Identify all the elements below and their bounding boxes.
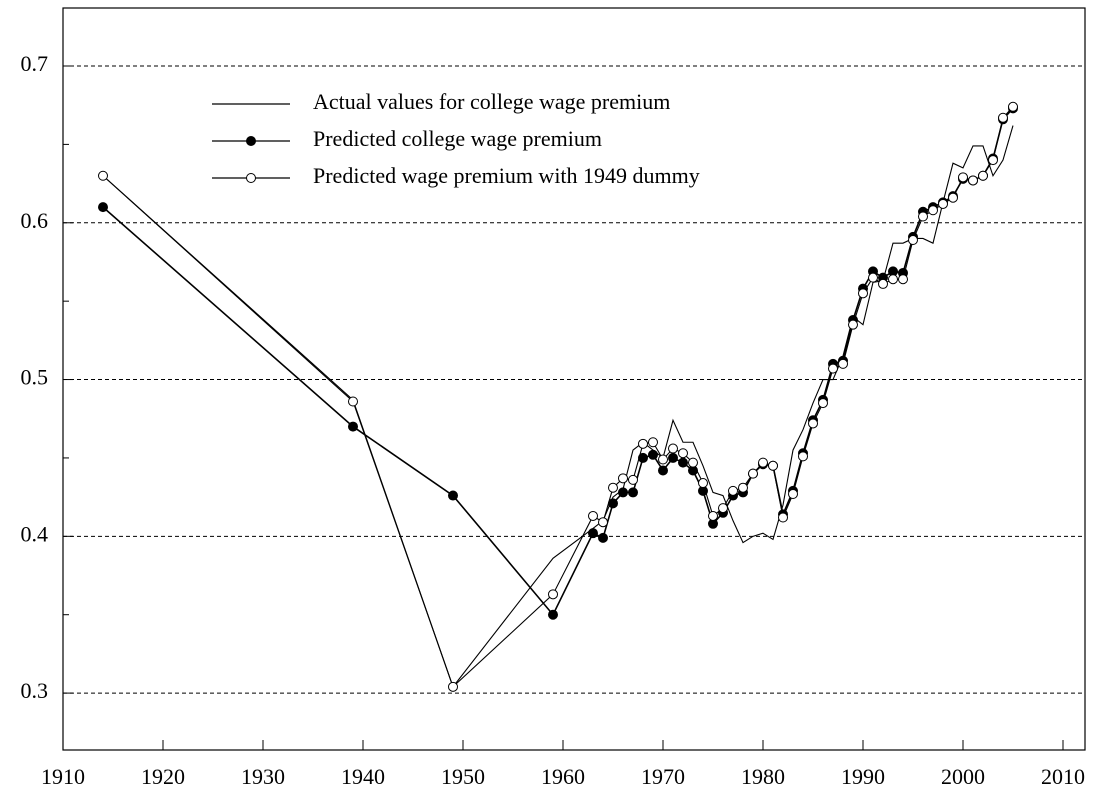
point <box>928 205 938 216</box>
legend-label: Predicted college wage premium <box>313 126 602 151</box>
point <box>798 451 808 462</box>
point <box>828 363 838 374</box>
point <box>588 510 598 521</box>
point <box>918 211 928 222</box>
point <box>808 418 818 429</box>
point <box>848 319 858 330</box>
x-tick-label: 1910 <box>41 764 85 789</box>
point <box>628 487 638 498</box>
point <box>748 468 758 479</box>
point <box>1008 101 1018 112</box>
point <box>638 438 648 449</box>
point <box>708 510 718 521</box>
y-tick-label: 0.3 <box>21 678 49 703</box>
point <box>768 460 778 471</box>
point <box>638 452 648 463</box>
point <box>348 396 358 407</box>
point <box>908 235 918 246</box>
series-line <box>102 106 1014 688</box>
point <box>608 482 618 493</box>
point <box>98 202 108 213</box>
point <box>668 443 678 454</box>
legend-marker <box>246 136 256 146</box>
x-tick-label: 1970 <box>641 764 685 789</box>
x-tick-label: 1960 <box>541 764 585 789</box>
point <box>648 437 658 448</box>
legend-marker <box>246 173 256 183</box>
legend-label: Actual values for college wage premium <box>313 89 670 114</box>
point <box>838 358 848 369</box>
y-tick-label: 0.6 <box>21 208 49 233</box>
point <box>548 609 558 620</box>
point <box>658 454 668 465</box>
point <box>618 473 628 484</box>
x-tick-label: 1920 <box>141 764 185 789</box>
point <box>448 490 458 501</box>
x-tick-label: 2000 <box>941 764 985 789</box>
plot-frame <box>62 7 1086 751</box>
point <box>778 512 788 523</box>
point <box>788 488 798 499</box>
point <box>898 274 908 285</box>
point <box>948 192 958 203</box>
point <box>668 452 678 463</box>
point <box>588 528 598 539</box>
x-tick-label: 2010 <box>1041 764 1085 789</box>
point <box>818 398 828 409</box>
point <box>548 589 558 600</box>
y-tick-label: 0.5 <box>21 365 49 390</box>
point <box>648 449 658 460</box>
y-tick-label: 0.7 <box>21 51 49 76</box>
x-tick-label: 1940 <box>341 764 385 789</box>
series-line <box>102 125 1014 688</box>
point <box>728 485 738 496</box>
point <box>678 448 688 459</box>
point <box>958 172 968 183</box>
point <box>698 478 708 489</box>
point <box>878 278 888 289</box>
y-tick-label: 0.4 <box>21 521 49 546</box>
point <box>618 487 628 498</box>
x-tick-label: 1930 <box>241 764 285 789</box>
point <box>938 198 948 209</box>
point <box>988 155 998 166</box>
point <box>868 272 878 283</box>
point <box>978 170 988 181</box>
point <box>858 288 868 299</box>
x-tick-label: 1950 <box>441 764 485 789</box>
point <box>998 112 1008 123</box>
point <box>968 175 978 186</box>
point <box>598 517 608 528</box>
point <box>628 474 638 485</box>
point <box>888 274 898 285</box>
point <box>678 457 688 468</box>
point <box>718 503 728 514</box>
x-tick-label: 1990 <box>841 764 885 789</box>
point <box>738 482 748 493</box>
point <box>448 681 458 692</box>
point <box>98 170 108 181</box>
point <box>598 532 608 543</box>
legend-label: Predicted wage premium with 1949 dummy <box>313 163 700 188</box>
point <box>758 457 768 468</box>
point <box>658 465 668 476</box>
point <box>348 421 358 432</box>
point <box>688 457 698 468</box>
x-tick-label: 1980 <box>741 764 785 789</box>
